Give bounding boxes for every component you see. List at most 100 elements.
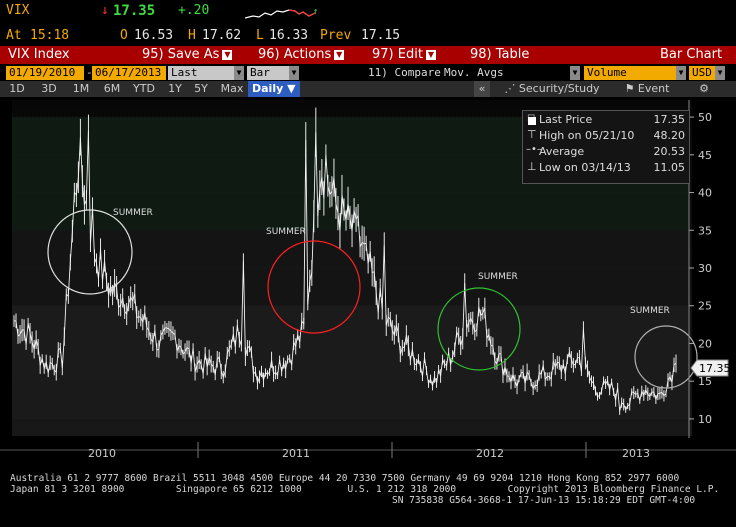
end-date-field[interactable]: 06/17/2013	[92, 66, 166, 80]
y-tick-label-50: 50	[698, 111, 712, 124]
chevron-down-icon: ▼	[425, 49, 436, 60]
mov-avgs-button[interactable]: Mov. Avgs	[444, 66, 504, 79]
compare-button[interactable]: 11) Compare	[368, 66, 441, 79]
chevron-down-icon[interactable]: ▼	[289, 66, 299, 80]
high-value: 17.62	[202, 28, 242, 43]
low-label: L	[256, 28, 264, 43]
summer-circle-2013	[634, 325, 698, 389]
high-marker-icon: ⊤	[527, 128, 537, 141]
series-swatch	[528, 117, 536, 125]
up-arrow-icon: ↑	[313, 7, 318, 17]
legend-label-average: Average	[539, 145, 585, 158]
y-tick-label-25: 25	[698, 300, 712, 313]
period-5y[interactable]: 5Y	[194, 82, 208, 95]
chart-legend[interactable]: ⊟ Last Price 17.35 ⊤ High on 05/21/10 48…	[522, 110, 690, 184]
summer-circles: SUMMER SUMMER SUMMER SUMMER	[47, 208, 698, 389]
table-label: 98) Table	[470, 47, 530, 62]
legend-label-low: Low on 03/14/13	[539, 161, 631, 174]
event-button[interactable]: ⚑ Event	[620, 81, 674, 97]
date-separator: -	[86, 66, 93, 79]
last-price-tag: 17.35	[690, 359, 731, 377]
table-button[interactable]: 98) Table	[470, 46, 529, 64]
quote-header-line1: VIX ↓ 17.35 +.20 ↑	[0, 0, 736, 20]
save-as-button[interactable]: 95) Save As ▼	[142, 46, 233, 64]
volume-select[interactable]: Volume	[584, 66, 676, 80]
y-tick-label-35: 35	[698, 224, 712, 237]
x-label-2012: 2012	[476, 447, 504, 458]
chevron-down-icon: ▼	[334, 49, 345, 60]
x-axis: 2010 2011 2012 2013	[0, 442, 736, 458]
low-value: 16.33	[269, 28, 309, 43]
chevron-down-icon[interactable]: ▼	[234, 66, 244, 80]
security-study-button[interactable]: ⋰ Security/Study	[500, 81, 604, 97]
period-1y[interactable]: 1Y	[168, 82, 182, 95]
actions-button[interactable]: 96) Actions ▼	[258, 46, 345, 64]
ticker-symbol[interactable]: VIX	[6, 3, 30, 18]
y-tick-label-30: 30	[698, 262, 712, 275]
open-value: 16.53	[134, 28, 174, 43]
period-bar: 1D 3D 1M 6M YTD 1Y 5Y Max Daily ▼ « ⋰ Se…	[0, 81, 736, 97]
y-tick-label-20: 20	[698, 337, 712, 350]
summer-label-2012: SUMMER	[478, 272, 518, 282]
period-1d[interactable]: 1D	[9, 82, 25, 95]
start-date-field[interactable]: 01/19/2010	[6, 66, 84, 80]
chevron-down-icon[interactable]: ▼	[676, 66, 686, 80]
period-max[interactable]: Max	[220, 82, 244, 95]
event-label: Event	[637, 82, 670, 95]
legend-value-low: 11.05	[653, 161, 686, 174]
price-line	[13, 130, 677, 412]
footer-line2: Japan 81 3 3201 8900 Singapore 65 6212 1…	[10, 484, 720, 495]
legend-value-high: 48.20	[653, 129, 686, 142]
security-study-label: Security/Study	[518, 82, 600, 95]
prev-value: 17.15	[361, 28, 401, 43]
y-tick-label-15: 15	[698, 375, 712, 388]
footer-line3: SN 735838 G564-3668-1 17-Jun-13 15:18:29…	[392, 495, 696, 506]
frequency-select[interactable]: Daily ▼	[248, 81, 300, 97]
y-axis: 10 15 20 25 30 35 40 45 50	[688, 100, 712, 438]
legend-value-last: 17.35	[653, 113, 686, 126]
collapse-icon[interactable]: «	[474, 81, 490, 97]
chevron-down-icon: ▼	[222, 49, 233, 60]
prev-label: Prev	[320, 28, 352, 43]
save-as-label: 95) Save As	[142, 47, 220, 62]
currency-select[interactable]: USD	[689, 66, 715, 80]
bars-icon: ⋰	[504, 82, 519, 95]
legend-label-last: Last Price	[539, 113, 593, 126]
chevron-down-icon[interactable]: ▼	[715, 66, 725, 80]
security-name[interactable]: VIX Index	[8, 47, 70, 62]
view-mode-label[interactable]: Bar Chart	[660, 47, 723, 62]
footer-line1: Australia 61 2 9777 8600 Brazil 5511 304…	[10, 473, 680, 484]
x-label-2010: 2010	[88, 447, 116, 458]
vix-series	[13, 107, 677, 415]
period-6m[interactable]: 6M	[103, 82, 121, 95]
frequency-label: Daily	[252, 82, 284, 95]
quote-header-line2: At 15:18 O 16.53 H 17.62 L 16.33 Prev 17…	[0, 26, 736, 46]
period-3d[interactable]: 3D	[41, 82, 57, 95]
period-ytd[interactable]: YTD	[133, 82, 155, 95]
last-price: 17.35	[113, 3, 156, 19]
style-select[interactable]: Bar	[247, 66, 289, 80]
summer-label-2013: SUMMER	[630, 306, 670, 316]
edit-button[interactable]: 97) Edit ▼	[372, 46, 436, 64]
high-label: H	[188, 28, 196, 43]
y-tick-label-45: 45	[698, 149, 712, 162]
chevron-down-icon[interactable]: ▼	[570, 66, 580, 80]
band-1	[12, 230, 688, 306]
summer-circle-2010	[47, 209, 133, 295]
gear-icon[interactable]: ⚙	[699, 82, 709, 95]
field-select[interactable]: Last Price	[168, 66, 234, 93]
legend-value-average: 20.53	[653, 145, 686, 158]
net-change: +.20	[178, 3, 210, 18]
flag-icon: ⚑	[624, 82, 638, 95]
low-marker-icon: ⊥	[527, 160, 537, 173]
edit-label: 97) Edit	[372, 47, 423, 62]
chevron-down-icon: ▼	[287, 82, 296, 95]
legend-label-high: High on 05/21/10	[539, 129, 635, 142]
summer-label-2011: SUMMER	[266, 227, 306, 237]
function-toolbar: VIX Index 95) Save As ▼ 96) Actions ▼ 97) …	[0, 46, 736, 64]
period-1m[interactable]: 1M	[72, 82, 90, 95]
x-label-2011: 2011	[282, 447, 310, 458]
sparkline: ↑	[244, 7, 318, 19]
y-tick-label-40: 40	[698, 187, 712, 200]
summer-circle-2012	[437, 287, 521, 371]
